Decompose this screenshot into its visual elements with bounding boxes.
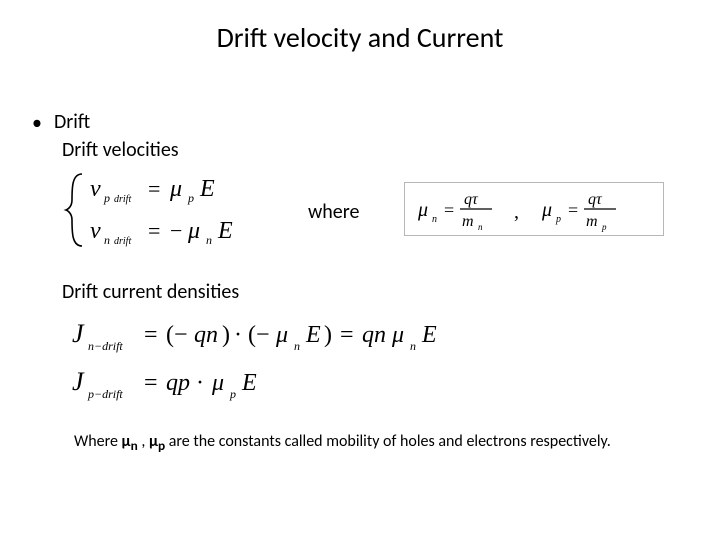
svg-text:n: n: [206, 233, 212, 247]
mobility-definitions-box: μ n = qτ m n , μ p = qτ m p: [404, 182, 664, 236]
svg-text:m: m: [586, 213, 598, 230]
svg-text:μ: μ: [187, 218, 200, 244]
svg-text:=: =: [568, 200, 578, 220]
mu-n-symbol: μn: [122, 432, 138, 451]
svg-text:qp: qp: [166, 370, 190, 396]
svg-text:μ: μ: [275, 322, 288, 348]
footnote: Where μn , μp are the constants called m…: [74, 432, 650, 454]
svg-text:μ: μ: [541, 199, 552, 221]
bullet-dot-icon: •: [32, 111, 42, 135]
svg-text:=: =: [144, 322, 158, 348]
svg-text:drift: drift: [114, 236, 131, 247]
svg-text:=: =: [340, 322, 354, 348]
svg-text:(−: (−: [248, 322, 270, 348]
svg-text:=: =: [444, 200, 454, 220]
svg-text:n−drift: n−drift: [88, 339, 123, 353]
footnote-rest: are the constants called mobility of hol…: [165, 432, 611, 451]
svg-text:ν: ν: [90, 218, 101, 244]
svg-text:p: p: [103, 191, 110, 205]
svg-text:μ: μ: [211, 370, 224, 396]
svg-text:−: −: [170, 218, 182, 243]
subheading-currents: Drift current densities: [62, 280, 239, 304]
svg-text:p: p: [601, 222, 607, 232]
page-title: Drift velocity and Current: [0, 20, 720, 55]
footnote-mid: ,: [138, 432, 149, 451]
svg-text:·: ·: [234, 322, 242, 348]
svg-text:μ: μ: [417, 199, 428, 221]
svg-text:=: =: [148, 218, 160, 243]
svg-text:E: E: [305, 322, 321, 348]
svg-text:p: p: [555, 214, 561, 225]
subheading-velocities: Drift velocities: [62, 138, 179, 162]
where-label: where: [308, 200, 359, 224]
svg-text:E: E: [421, 322, 437, 348]
svg-text:E: E: [217, 218, 233, 244]
footnote-prefix: Where: [74, 432, 122, 451]
svg-text:μ: μ: [391, 322, 404, 348]
svg-text:p−drift: p−drift: [87, 387, 123, 401]
svg-text:qn: qn: [362, 322, 386, 348]
svg-text:n: n: [104, 233, 110, 247]
svg-text:,: ,: [514, 201, 519, 223]
svg-text:·: ·: [196, 370, 204, 396]
svg-text:n: n: [478, 222, 483, 232]
svg-text:): ): [324, 322, 332, 348]
equation-drift-velocities: ν p drift = μ p E ν n drift = − μ n E: [62, 168, 302, 257]
svg-text:n: n: [410, 339, 416, 353]
svg-text:=: =: [148, 176, 160, 201]
bullet-text: Drift: [54, 110, 90, 134]
svg-text:J: J: [72, 319, 85, 348]
svg-text:n: n: [294, 339, 300, 353]
svg-text:μ: μ: [169, 176, 182, 202]
svg-text:=: =: [144, 370, 158, 396]
svg-text:E: E: [241, 370, 257, 396]
svg-text:qn: qn: [194, 322, 218, 348]
svg-text:(−: (−: [166, 322, 188, 348]
svg-text:m: m: [462, 213, 474, 230]
slide: Drift velocity and Current • Drift Drift …: [0, 0, 720, 540]
svg-text:drift: drift: [114, 194, 131, 205]
svg-text:qτ: qτ: [588, 191, 603, 208]
bullet-item: • Drift: [32, 110, 90, 135]
svg-text:n: n: [432, 214, 437, 225]
svg-text:qτ: qτ: [464, 191, 479, 208]
svg-text:J: J: [72, 367, 85, 396]
svg-text:ν: ν: [90, 176, 101, 202]
svg-text:p: p: [187, 191, 194, 205]
svg-text:): ): [222, 322, 230, 348]
svg-text:E: E: [199, 176, 215, 202]
svg-text:p: p: [229, 387, 236, 401]
mu-p-symbol: μp: [149, 432, 165, 451]
equation-drift-currents: J n−drift = (− qn ) · (− μ n E ) = qn μ …: [72, 312, 532, 413]
